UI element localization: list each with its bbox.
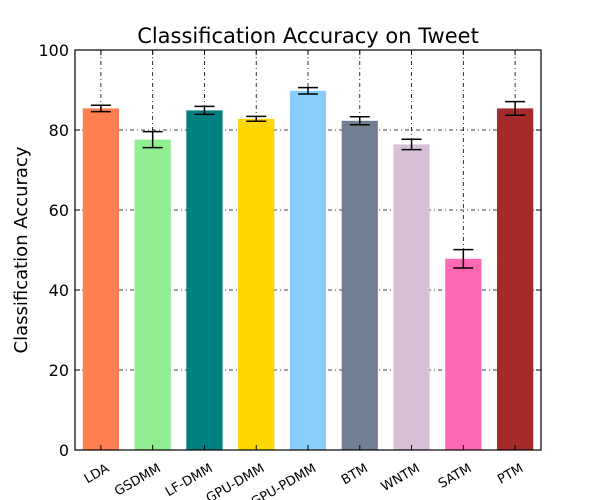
bar-gpu-dmm [238,118,275,451]
y-tick-label: 60 [49,201,69,220]
bar-layer [82,90,534,451]
y-tick-label: 80 [49,121,69,140]
y-tick-label: 100 [38,41,69,60]
x-tick-label: LDA [82,461,112,487]
bar-lda [82,108,120,451]
x-tick-label: GSDMM [112,461,163,499]
y-tick-label: 40 [49,281,69,300]
bar-gsdmm [134,139,171,450]
bar-lf-dmm [186,110,223,451]
y-tick-label: 20 [49,361,69,380]
plot-frame [74,49,542,451]
bar-gpu-pdmm [289,90,327,451]
bar-ptm [496,108,534,451]
bar-btm [341,120,378,451]
y-axis-title: Classification Accuracy [11,146,32,353]
x-tick-label: BTM [339,461,371,488]
axis-layer [74,49,542,451]
bar-satm [445,258,482,450]
error-bar-layer [90,86,526,269]
chart-title: Classification Accuracy on Tweet [137,24,479,48]
x-tick-label: PTM [495,461,526,487]
y-tick-label: 0 [59,441,69,460]
x-tick-label: WNTM [379,461,423,495]
bar-wntm [393,144,430,450]
x-tick-label: SATM [436,461,474,492]
